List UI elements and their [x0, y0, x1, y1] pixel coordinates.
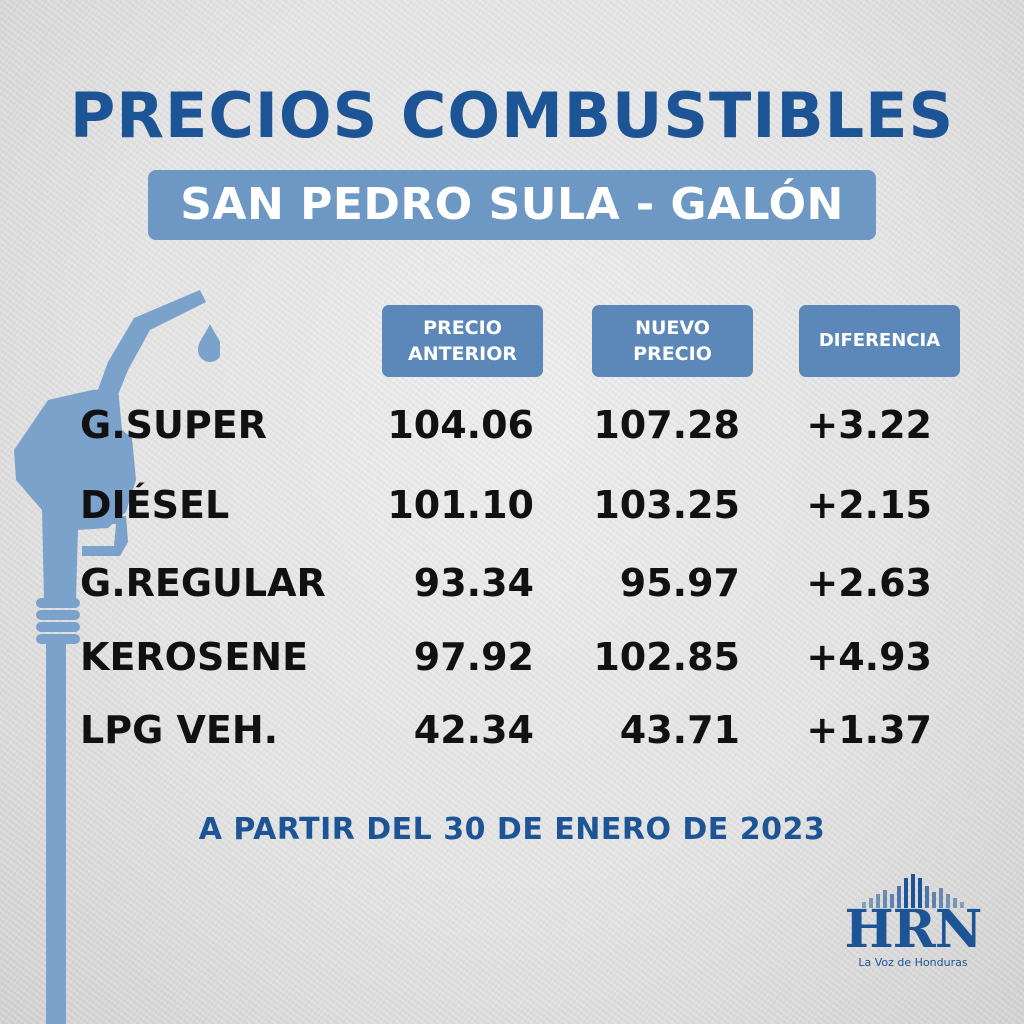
table-row: KEROSENE 97.92 102.85 +4.93	[0, 627, 1024, 687]
previous-price: 93.34	[413, 561, 534, 605]
column-header-line: ANTERIOR	[407, 343, 518, 365]
previous-price: 101.10	[387, 483, 534, 527]
page-subtitle: SAN PEDRO SULA - GALÓN	[148, 170, 876, 240]
price-difference: +4.93	[806, 635, 932, 679]
price-difference: +2.15	[806, 483, 932, 527]
previous-price: 42.34	[413, 708, 534, 752]
fuel-pump-nozzle-icon	[14, 290, 220, 1024]
column-header-line: PRECIO	[633, 343, 712, 365]
table-row: LPG VEH. 42.34 43.71 +1.37	[0, 700, 1024, 760]
column-header-line: PRECIO	[423, 317, 502, 339]
column-header-line: DIFERENCIA	[818, 330, 941, 351]
new-price: 107.28	[593, 403, 740, 447]
fuel-name: G.REGULAR	[80, 561, 326, 605]
hrn-logo: HRN La Voz de Honduras	[838, 868, 988, 978]
price-difference: +3.22	[806, 403, 932, 447]
logo-name: HRN	[844, 899, 983, 960]
new-price: 103.25	[593, 483, 740, 527]
equalizer-bars-icon	[838, 868, 988, 908]
table-row: DIÉSEL 101.10 103.25 +2.15	[0, 475, 1024, 535]
fuel-name: LPG VEH.	[80, 708, 279, 752]
table-row: G.REGULAR 93.34 95.97 +2.63	[0, 553, 1024, 613]
previous-price: 104.06	[387, 403, 534, 447]
new-price: 43.71	[619, 708, 740, 752]
fuel-name: G.SUPER	[80, 403, 267, 447]
fuel-name: DIÉSEL	[80, 483, 230, 527]
column-header-new-price: NUEVO PRECIO	[592, 305, 753, 377]
fuel-name: KEROSENE	[80, 635, 309, 679]
column-header-line: NUEVO	[635, 317, 710, 339]
new-price: 95.97	[619, 561, 740, 605]
logo-tagline: La Voz de Honduras	[858, 956, 968, 969]
previous-price: 97.92	[413, 635, 534, 679]
price-difference: +1.37	[806, 708, 932, 752]
page-title: PRECIOS COMBUSTIBLES	[69, 79, 955, 152]
price-difference: +2.63	[806, 561, 932, 605]
effective-date: A PARTIR DEL 30 DE ENERO DE 2023	[198, 812, 826, 847]
new-price: 102.85	[593, 635, 740, 679]
column-header-difference: DIFERENCIA	[799, 305, 960, 377]
table-row: G.SUPER 104.06 107.28 +3.22	[0, 395, 1024, 455]
column-header-previous-price: PRECIO ANTERIOR	[382, 305, 543, 377]
